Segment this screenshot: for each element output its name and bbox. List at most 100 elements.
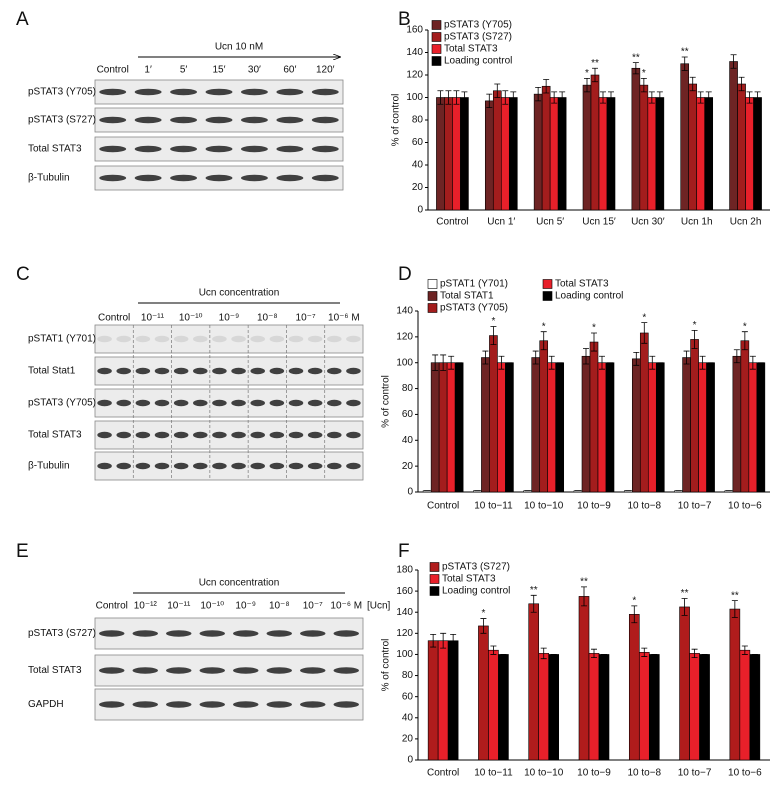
- lane-label: 15′: [213, 65, 226, 76]
- y-tick-label: 140: [396, 607, 413, 618]
- y-tick-label: 40: [402, 712, 414, 723]
- blot-band: [132, 667, 158, 674]
- significance-label: **: [632, 52, 640, 63]
- blot-band: [231, 335, 246, 343]
- bar: [749, 654, 761, 761]
- error-bar: [490, 645, 497, 655]
- blot-band: [307, 462, 323, 470]
- bar: [748, 362, 758, 493]
- bar: [549, 97, 559, 211]
- legend-label: Total STAT1: [440, 291, 494, 302]
- y-tick-label: 60: [402, 691, 414, 702]
- blot-band: [134, 145, 162, 153]
- lane-label: 10⁻⁹: [219, 313, 240, 324]
- bar: [696, 97, 706, 211]
- panel-letter: B: [398, 9, 411, 30]
- blot-band: [166, 667, 192, 674]
- error-bar: [583, 348, 589, 365]
- blot-band: [212, 431, 227, 439]
- bar: [699, 654, 710, 761]
- bar: [690, 339, 699, 493]
- bar: [437, 640, 449, 761]
- blot-band: [99, 88, 127, 96]
- lane-label: 10⁻⁹: [235, 601, 256, 612]
- blot-band: [250, 399, 265, 407]
- error-bar: [430, 633, 437, 648]
- y-tick-label: 60: [402, 409, 414, 420]
- blot-band: [135, 335, 151, 343]
- error-bar: [648, 91, 655, 104]
- blot-band: [116, 399, 131, 407]
- blot-strip: [94, 420, 364, 450]
- blot-band: [99, 630, 125, 637]
- blot-band: [199, 630, 225, 637]
- blot-band: [300, 630, 326, 637]
- blot-band: [327, 431, 342, 439]
- significance-label: **: [681, 47, 689, 58]
- lane-label: Control: [97, 65, 129, 76]
- bar: [698, 362, 707, 493]
- error-bar: [440, 354, 447, 371]
- bar: [454, 362, 464, 493]
- bar: [631, 358, 641, 493]
- blot-band: [193, 399, 208, 407]
- row-label: pSTAT3 (S727): [28, 115, 96, 126]
- blot-band: [231, 431, 246, 439]
- lane-label: 10⁻⁷: [296, 313, 316, 324]
- legend-swatch: [429, 574, 440, 584]
- blot-band: [166, 630, 192, 637]
- blot-band: [170, 145, 198, 153]
- blot-band: [135, 462, 151, 470]
- legend-swatch: [427, 279, 438, 289]
- y-tick-label: 80: [402, 670, 414, 681]
- blot-band: [276, 88, 304, 96]
- bar: [444, 97, 453, 211]
- error-bar: [681, 598, 688, 616]
- blot-band: [116, 431, 131, 439]
- bar: [427, 640, 439, 761]
- bar: [508, 97, 518, 211]
- x-tick-label: Control: [427, 501, 459, 512]
- bar: [446, 362, 456, 493]
- blot-band: [333, 701, 359, 708]
- blot-band: [233, 667, 259, 674]
- error-bar: [600, 91, 606, 104]
- bar: [597, 362, 607, 493]
- blot-band: [173, 335, 189, 343]
- error-bar: [649, 355, 656, 370]
- y-tick-label: 80: [402, 383, 414, 394]
- bar: [606, 97, 616, 211]
- bar: [489, 335, 498, 493]
- blot-band: [173, 462, 189, 470]
- bar: [706, 362, 715, 493]
- lane-label: 10⁻¹⁰: [200, 601, 224, 612]
- bar: [605, 362, 615, 493]
- y-tick-label: 80: [412, 115, 424, 126]
- lane-label: 10⁻¹⁰: [179, 313, 203, 324]
- bar: [588, 653, 600, 761]
- lane-label: 60′: [283, 65, 296, 76]
- blot-band: [240, 145, 268, 153]
- blot-band: [205, 174, 233, 182]
- bar: [460, 97, 469, 211]
- y-tick-label: 60: [412, 137, 424, 148]
- blot-band: [134, 174, 162, 182]
- row-label: Total STAT3: [28, 430, 82, 441]
- bar: [704, 97, 714, 211]
- blot-band: [205, 88, 233, 96]
- error-bar: [581, 586, 587, 607]
- error-bar: [530, 594, 537, 613]
- blot-band: [276, 174, 304, 182]
- lane-label: Control: [98, 313, 130, 324]
- blot-band: [199, 667, 225, 674]
- error-bar: [681, 56, 688, 71]
- blot-header: Ucn concentration: [199, 288, 280, 299]
- blot-band: [240, 174, 268, 182]
- blot-band: [346, 431, 361, 439]
- x-tick-label: 10 to−9: [577, 501, 611, 512]
- error-bar: [445, 90, 452, 105]
- blot-band: [288, 399, 304, 407]
- legend-label: Total STAT3: [444, 44, 498, 55]
- error-bar: [641, 322, 648, 344]
